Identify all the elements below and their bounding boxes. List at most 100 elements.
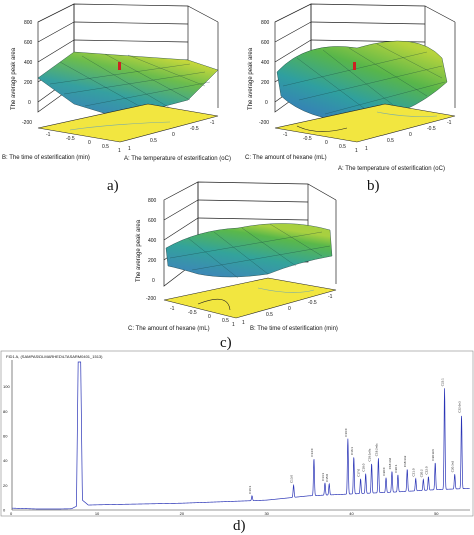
- z-tick: 800: [24, 20, 33, 26]
- peak-label: C20:2: [419, 469, 423, 477]
- y-tick: -1: [283, 132, 288, 138]
- chromatogram-trace: [11, 361, 470, 510]
- peak-label: C20:3n6: [431, 449, 435, 461]
- contour-line: [296, 125, 348, 132]
- y-axis-ticks: -1 -0.5 0 0.5 1: [283, 132, 358, 154]
- surface-chart-a: 800 600 400 200 0 -200 The average peak …: [2, 3, 231, 194]
- z-tick: 800: [148, 198, 157, 204]
- x-tick: 0: [172, 132, 175, 138]
- z-tick: 0: [265, 100, 268, 106]
- surface-mesh: [165, 223, 333, 278]
- y-axis-ticks: -1 -0.5 0 0.5 1: [46, 132, 121, 154]
- y-tick: 1: [232, 322, 235, 328]
- z-axis-label: The average peak area: [11, 47, 17, 110]
- peak-label: C21:0: [412, 468, 416, 476]
- y-tick: 0: [208, 314, 211, 320]
- peak-label: C16:1: [248, 485, 252, 493]
- z-axis-ticks: 800 600 400 200 0 -200: [146, 198, 157, 302]
- chromatogram-chart: FID1 A, (SAMPAS\DLMARHED\LTASARM0401_151…: [0, 350, 474, 534]
- peak-label: C15:0: [325, 473, 329, 481]
- y-axis-ticks: -1 -0.5 0 0.5 1: [170, 306, 235, 328]
- x-axis-ticks: 1 0.5 0 -0.5 -1: [128, 120, 215, 152]
- z-tick: 400: [261, 60, 270, 66]
- z-tick: 200: [148, 258, 157, 264]
- contour-line: [376, 111, 438, 117]
- mesh-lines: [49, 53, 211, 113]
- peak-labels: C16:1 C13:0 C14:0 C14:1 C15:0 C16:0 C16:1 C17:0…: [248, 378, 462, 494]
- y-tick: -0.5: [66, 136, 75, 142]
- x-tick: -0.5: [190, 126, 199, 132]
- z-tick: 400: [148, 238, 157, 244]
- y-axis-ticks: 0 20 40 60 80 100: [3, 384, 10, 512]
- x-tick-label: 40: [349, 511, 354, 516]
- contour-floor: [37, 103, 219, 143]
- surface-chart-b: 800 600 400 200 0 -200 The average peak …: [245, 3, 456, 194]
- y-tick: -1: [46, 132, 51, 138]
- y-axis-label: C: The amount of hexane (mL): [128, 326, 210, 332]
- z-tick: 600: [148, 218, 157, 224]
- mesh-lines: [282, 43, 446, 119]
- contour-line: [257, 287, 315, 293]
- y-tick: 1: [355, 148, 358, 154]
- peak-label: C22:6n3: [458, 401, 462, 413]
- y-tick: 0.5: [222, 318, 229, 324]
- x-tick-label: 0: [10, 511, 13, 516]
- design-point: [353, 62, 356, 70]
- y-tick-label: 80: [3, 409, 8, 414]
- panel-label-a: a): [107, 178, 119, 194]
- z-tick: -200: [259, 120, 269, 126]
- panel-label-b: b): [367, 178, 380, 194]
- x-tick: -1: [328, 294, 333, 300]
- y-axis-label: B: The time of esterification (min): [2, 155, 90, 161]
- peak-label: C16:0: [344, 428, 348, 436]
- y-tick: 0.5: [339, 144, 346, 150]
- y-tick: -0.5: [188, 310, 197, 316]
- z-tick: 0: [152, 278, 155, 284]
- x-tick-label: 10: [95, 511, 100, 516]
- x-tick-label: 20: [180, 511, 185, 516]
- z-axis-label: The average peak area: [136, 219, 142, 282]
- x-axis-label: B: The time of esterification (min): [250, 326, 338, 332]
- x-axis-ticks: 0 10 20 30 40 50: [10, 511, 439, 516]
- y-tick-label: 20: [3, 483, 8, 488]
- peak-label: C18:3n3: [403, 455, 407, 467]
- x-tick-label: 30: [264, 511, 269, 516]
- y-tick-label: 60: [3, 434, 8, 439]
- x-tick: -0.5: [308, 300, 317, 306]
- peak-label: C16:1: [350, 447, 354, 455]
- x-tick: 0.5: [387, 138, 394, 144]
- y-tick: 0: [325, 140, 328, 146]
- x-axis-ticks: 1 0.5 0 -0.5 -1: [242, 294, 333, 326]
- x-tick: -1: [210, 120, 215, 126]
- peak-label: C22:1: [441, 378, 445, 386]
- z-tick: 0: [28, 100, 31, 106]
- x-tick: 0.5: [266, 312, 273, 318]
- z-tick: 600: [24, 40, 33, 46]
- peak-label: C18:1n9c: [368, 448, 372, 461]
- peak-label: C22:0: [424, 466, 428, 474]
- x-tick: -0.5: [427, 126, 436, 132]
- z-tick: 800: [261, 20, 270, 26]
- x-tick: 0: [288, 306, 291, 312]
- z-axis-label: The average peak area: [248, 47, 254, 110]
- y-tick: 0.5: [102, 144, 109, 150]
- x-tick: 1: [365, 146, 368, 152]
- x-axis-ticks: 1 0.5 0 -0.5 -1: [365, 120, 452, 152]
- chromatogram-header: FID1 A, (SAMPAS\DLMARHED\LTASARM0401_151…: [6, 354, 103, 359]
- peak-label: C18:3n6: [388, 458, 392, 470]
- z-tick: 200: [261, 80, 270, 86]
- peak-label: C13:0: [290, 475, 294, 483]
- contour-floor: [163, 277, 337, 319]
- x-tick: 0.5: [150, 138, 157, 144]
- x-tick: -1: [447, 120, 452, 126]
- z-axis-ticks: 800 600 400 200 0 -200: [22, 20, 33, 126]
- z-tick: 400: [24, 60, 33, 66]
- y-tick-label: 40: [3, 458, 8, 463]
- z-tick: 200: [24, 80, 33, 86]
- z-tick: 600: [261, 40, 270, 46]
- z-tick: -200: [146, 296, 156, 302]
- contour-line: [197, 298, 231, 311]
- contour-line: [69, 121, 171, 131]
- peak-label: C14:1: [321, 472, 325, 480]
- y-tick-label: 100: [3, 384, 10, 389]
